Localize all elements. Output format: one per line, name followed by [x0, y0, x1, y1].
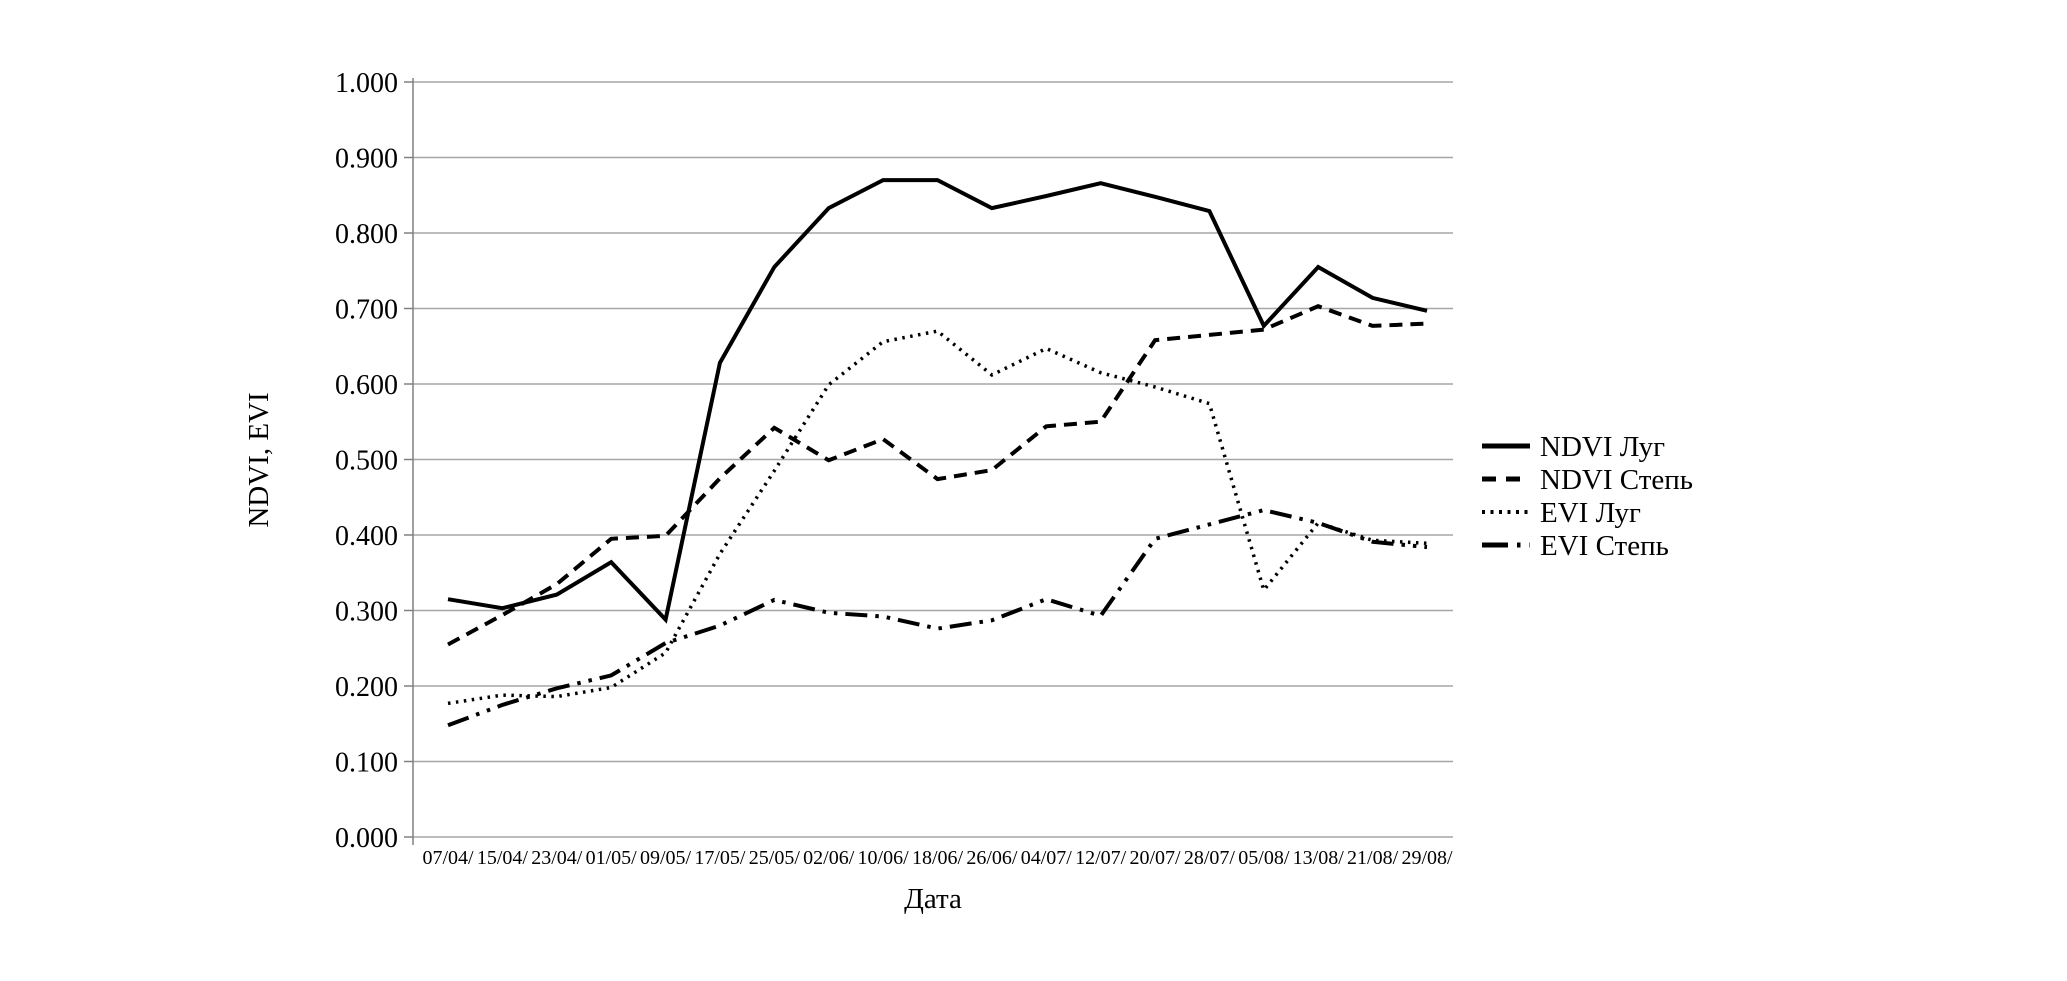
legend-label: NDVI Степь — [1540, 464, 1693, 496]
legend-item-evi-степь: EVI Степь — [1482, 530, 1669, 562]
x-tick-label: 05/08/ — [1238, 847, 1290, 869]
x-tick-label: 09/05/ — [640, 847, 692, 869]
y-tick-label: 0.800 — [335, 219, 398, 250]
series-line-ndvi-луг — [447, 178, 1428, 624]
legend-item-ndvi-степь: NDVI Степь — [1482, 464, 1693, 496]
x-tick-label: 13/08/ — [1293, 847, 1345, 869]
gridlines — [413, 81, 1453, 838]
y-tick-label: 0.300 — [335, 597, 398, 628]
x-tick-label: 25/05/ — [749, 847, 801, 869]
y-tick-label: 0.900 — [335, 144, 398, 175]
x-tick-label: 15/04/ — [477, 847, 529, 869]
x-tick-label: 04/07/ — [1021, 847, 1073, 869]
series-line-evi-луг — [447, 329, 1428, 706]
x-tick-label: 26/06/ — [966, 847, 1018, 869]
x-tick-label: 07/04/ — [422, 847, 474, 869]
y-tick-label: 0.100 — [335, 748, 398, 779]
x-tick-label: 20/07/ — [1129, 847, 1181, 869]
y-tick-label: 1.000 — [335, 68, 398, 99]
x-axis-title: Дата — [904, 883, 962, 915]
y-tick-label: 0.600 — [335, 370, 398, 401]
x-tick-label: 18/06/ — [912, 847, 964, 869]
y-tick-label: 0.000 — [335, 823, 398, 854]
x-tick-label: 28/07/ — [1184, 847, 1236, 869]
legend-item-ndvi-луг: NDVI Луг — [1482, 431, 1665, 463]
x-tick-label: 17/05/ — [694, 847, 746, 869]
x-axis-tick-labels: 07/04/15/04/23/04/01/05/09/05/17/05/25/0… — [422, 847, 1453, 869]
y-axis-title: NDVI, EVI — [243, 392, 275, 527]
x-tick-label: 12/07/ — [1075, 847, 1127, 869]
legend-item-evi-луг: EVI Луг — [1482, 497, 1641, 529]
x-tick-label: 21/08/ — [1347, 847, 1399, 869]
legend-label: NDVI Луг — [1540, 431, 1665, 463]
x-tick-label: 23/04/ — [531, 847, 583, 869]
y-axis-ticks — [404, 78, 414, 845]
legend-label: EVI Степь — [1540, 530, 1669, 562]
legend-label: EVI Луг — [1540, 497, 1641, 529]
y-tick-label: 0.500 — [335, 446, 398, 477]
plot-series — [447, 178, 1428, 728]
series-line-evi-степь — [447, 508, 1428, 728]
x-tick-label: 01/05/ — [586, 847, 638, 869]
y-tick-label: 0.400 — [335, 521, 398, 552]
x-tick-label: 02/06/ — [803, 847, 855, 869]
y-axis-tick-labels: 0.000 0.100 0.200 0.300 0.400 0.500 0.600 0.700… — [335, 68, 398, 854]
series-line-ndvi-степь — [447, 304, 1428, 647]
y-tick-label: 0.200 — [335, 672, 398, 703]
y-tick-label: 0.700 — [335, 295, 398, 326]
x-tick-label: 10/06/ — [858, 847, 910, 869]
x-tick-label: 29/08/ — [1401, 847, 1453, 869]
